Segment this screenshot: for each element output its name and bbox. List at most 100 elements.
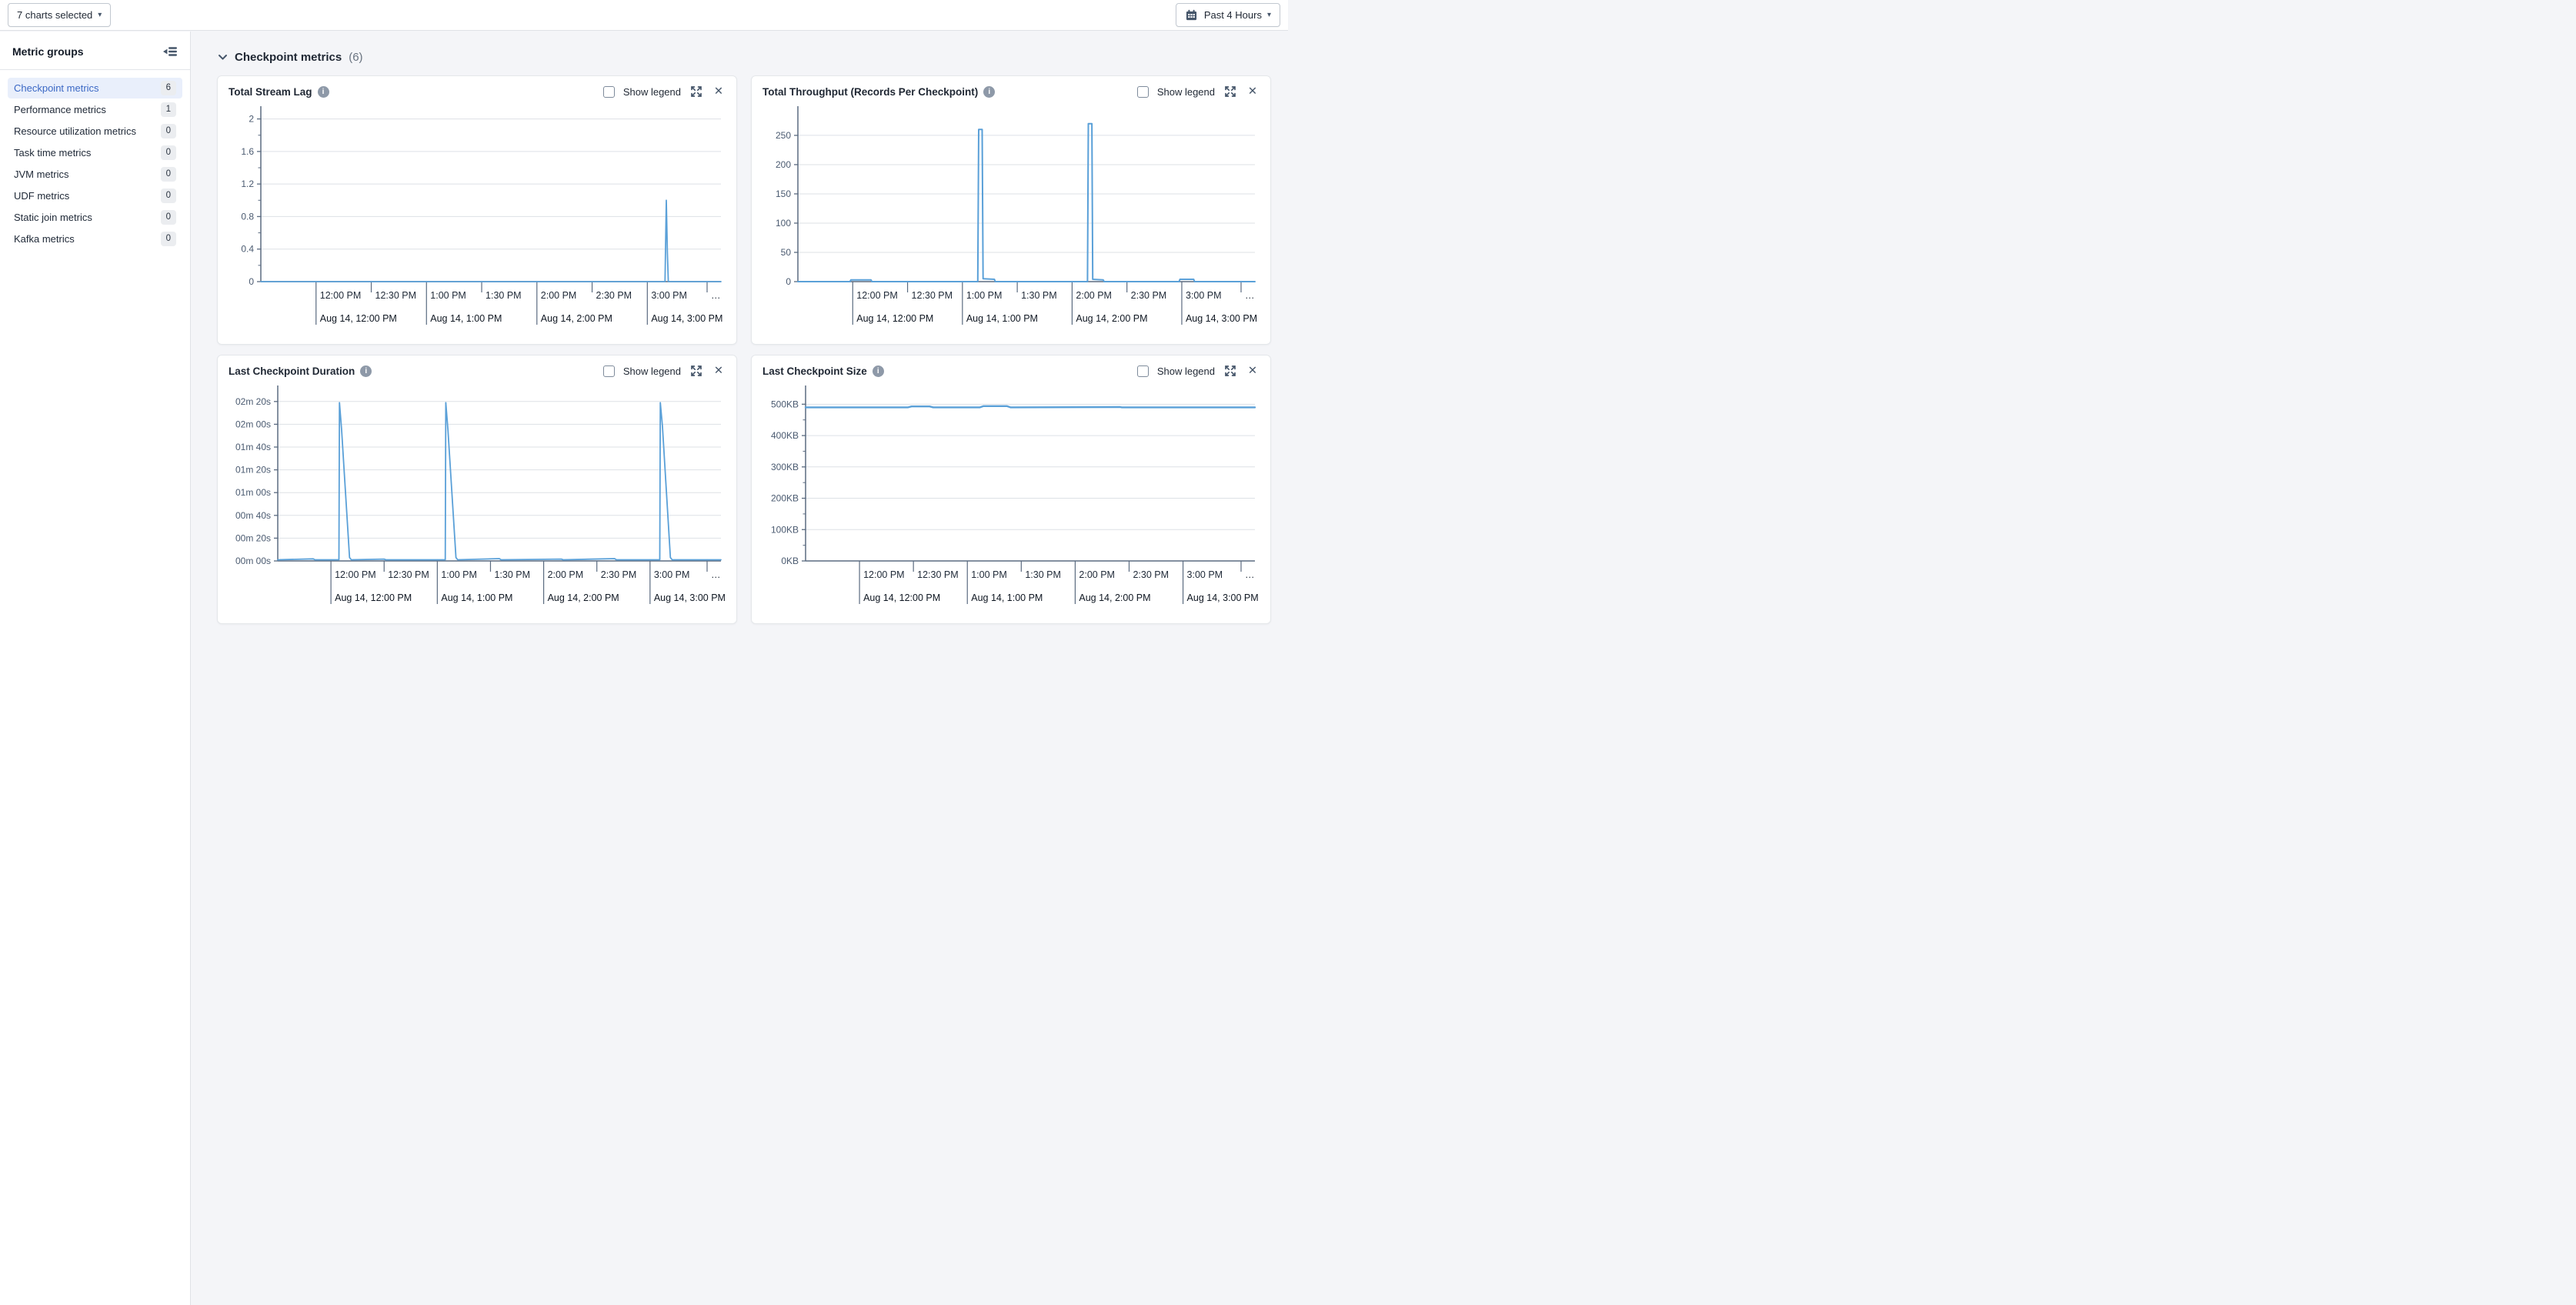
svg-text:3:00 PM: 3:00 PM	[654, 569, 690, 580]
svg-text:01m 00s: 01m 00s	[235, 487, 271, 498]
chart-title: Last Checkpoint Size	[762, 365, 867, 377]
svg-text:200: 200	[776, 159, 791, 170]
charts-selected-label: 7 charts selected	[17, 9, 93, 21]
sidebar-item-label: Resource utilization metrics	[14, 125, 136, 137]
top-toolbar: 7 charts selected ▾ Past 4 Hours ▾	[0, 0, 1288, 31]
sidebar-item-kafka-metrics[interactable]: Kafka metrics 0	[8, 229, 182, 249]
info-icon[interactable]: i	[983, 85, 996, 98]
collapse-sidebar-icon[interactable]	[162, 44, 178, 59]
sidebar-item-task-time-metrics[interactable]: Task time metrics 0	[8, 142, 182, 163]
svg-text:Aug 14, 12:00 PM: Aug 14, 12:00 PM	[320, 313, 397, 324]
svg-text:Aug 14, 3:00 PM: Aug 14, 3:00 PM	[1186, 313, 1257, 324]
expand-icon[interactable]	[689, 85, 703, 98]
show-legend-checkbox[interactable]	[1136, 365, 1149, 377]
info-icon[interactable]: i	[360, 365, 372, 377]
line-chart-total-stream-lag[interactable]: 0 0.4 0.8 1.2 1.6 2 Aug 14, 12:00 PM Aug 14, 1:…	[229, 100, 727, 335]
svg-text:250: 250	[776, 130, 791, 141]
svg-text:…: …	[711, 290, 721, 301]
metric-count-badge: 0	[160, 145, 176, 160]
svg-text:2:00 PM: 2:00 PM	[1076, 290, 1112, 301]
svg-text:1:00 PM: 1:00 PM	[430, 290, 466, 301]
svg-text:1:30 PM: 1:30 PM	[494, 569, 530, 580]
show-legend-label: Show legend	[622, 365, 681, 377]
sidebar-item-label: Performance metrics	[14, 104, 106, 115]
sidebar-item-checkpoint-metrics[interactable]: Checkpoint metrics 6	[8, 78, 182, 98]
svg-text:Aug 14, 3:00 PM: Aug 14, 3:00 PM	[654, 592, 726, 603]
svg-text:Aug 14, 2:00 PM: Aug 14, 2:00 PM	[1079, 592, 1150, 603]
svg-text:12:30 PM: 12:30 PM	[388, 569, 429, 580]
svg-text:3:00 PM: 3:00 PM	[1186, 290, 1222, 301]
svg-text:Aug 14, 12:00 PM: Aug 14, 12:00 PM	[335, 592, 412, 603]
svg-text:00m 20s: 00m 20s	[235, 532, 271, 543]
svg-text:400KB: 400KB	[771, 430, 799, 441]
svg-text:2:00 PM: 2:00 PM	[541, 290, 577, 301]
svg-text:12:00 PM: 12:00 PM	[335, 569, 376, 580]
sidebar-item-resource-utilization-metrics[interactable]: Resource utilization metrics 0	[8, 121, 182, 142]
svg-text:0.8: 0.8	[241, 211, 254, 222]
svg-text:0KB: 0KB	[781, 556, 799, 566]
svg-text:300KB: 300KB	[771, 462, 799, 472]
svg-text:2: 2	[249, 114, 254, 125]
chart-title: Total Throughput (Records Per Checkpoint…	[762, 85, 979, 98]
expand-icon[interactable]	[1223, 364, 1237, 378]
show-legend-checkbox[interactable]	[1136, 85, 1149, 98]
svg-text:01m 20s: 01m 20s	[235, 465, 271, 476]
svg-text:2:30 PM: 2:30 PM	[1133, 569, 1169, 580]
sidebar-item-label: Task time metrics	[14, 147, 92, 159]
close-icon[interactable]: ✕	[713, 365, 724, 377]
divider	[0, 69, 190, 70]
calendar-icon	[1185, 8, 1199, 22]
sidebar-item-label: JVM metrics	[14, 169, 69, 180]
svg-text:2:00 PM: 2:00 PM	[1079, 569, 1115, 580]
svg-text:1:30 PM: 1:30 PM	[1025, 569, 1061, 580]
svg-text:2:30 PM: 2:30 PM	[1131, 290, 1167, 301]
chevron-down-icon: ▾	[98, 11, 102, 19]
svg-text:0: 0	[249, 276, 254, 287]
section-count: (6)	[349, 51, 363, 64]
svg-text:02m 00s: 02m 00s	[235, 419, 271, 429]
expand-icon[interactable]	[1223, 85, 1237, 98]
svg-text:500KB: 500KB	[771, 399, 799, 409]
show-legend-checkbox[interactable]	[602, 365, 615, 377]
close-icon[interactable]: ✕	[1247, 365, 1258, 377]
svg-text:3:00 PM: 3:00 PM	[1187, 569, 1223, 580]
info-icon[interactable]: i	[872, 365, 884, 377]
sidebar-item-static-join-metrics[interactable]: Static join metrics 0	[8, 207, 182, 228]
metric-count-badge: 0	[160, 167, 176, 182]
charts-grid: Total Stream Lag i Show legend ✕ 0 0.4 0.8…	[217, 75, 2576, 624]
sidebar-item-jvm-metrics[interactable]: JVM metrics 0	[8, 164, 182, 185]
sidebar-title: Metric groups	[12, 45, 84, 58]
sidebar-item-label: Kafka metrics	[14, 233, 75, 245]
close-icon[interactable]: ✕	[713, 85, 724, 98]
metric-count-badge: 0	[160, 124, 176, 139]
info-icon[interactable]: i	[317, 85, 329, 98]
svg-text:1.2: 1.2	[241, 179, 254, 189]
svg-text:00m 00s: 00m 00s	[235, 556, 271, 566]
sidebar-item-udf-metrics[interactable]: UDF metrics 0	[8, 185, 182, 206]
time-range-dropdown[interactable]: Past 4 Hours ▾	[1175, 3, 1280, 27]
chart-title: Total Stream Lag	[229, 85, 312, 98]
svg-text:1:30 PM: 1:30 PM	[1021, 290, 1057, 301]
sidebar-item-performance-metrics[interactable]: Performance metrics 1	[8, 99, 182, 120]
svg-text:…: …	[1245, 290, 1255, 301]
charts-panel: Checkpoint metrics (6) Total Stream Lag …	[192, 32, 2576, 1305]
svg-text:1:00 PM: 1:00 PM	[441, 569, 477, 580]
line-chart-total-throughput[interactable]: 0 50 100 150 200 250 Aug 14, 12:00 PM Aug 14, 1…	[762, 100, 1261, 335]
show-legend-label: Show legend	[622, 85, 681, 98]
show-legend-checkbox[interactable]	[602, 85, 615, 98]
svg-text:12:00 PM: 12:00 PM	[863, 569, 905, 580]
svg-text:200KB: 200KB	[771, 493, 799, 504]
expand-icon[interactable]	[689, 364, 703, 378]
line-chart-last-checkpoint-duration[interactable]: 00m 00s 00m 20s 00m 40s 01m 00s 01m 20s 01m 4…	[229, 379, 727, 615]
show-legend-label: Show legend	[1156, 365, 1215, 377]
time-range-label: Past 4 Hours	[1203, 9, 1262, 21]
svg-text:12:30 PM: 12:30 PM	[917, 569, 959, 580]
svg-text:2:00 PM: 2:00 PM	[548, 569, 584, 580]
line-chart-last-checkpoint-size[interactable]: 0KB 100KB 200KB 300KB 400KB 500KB Aug 14, 12:0…	[762, 379, 1261, 615]
charts-selected-dropdown[interactable]: 7 charts selected ▾	[8, 3, 112, 27]
close-icon[interactable]: ✕	[1247, 85, 1258, 98]
svg-text:12:00 PM: 12:00 PM	[320, 290, 362, 301]
chevron-down-icon[interactable]	[218, 54, 228, 61]
svg-text:Aug 14, 1:00 PM: Aug 14, 1:00 PM	[441, 592, 512, 603]
metric-groups-sidebar: Metric groups Checkpoint metrics 6 Perfo…	[0, 32, 191, 1305]
